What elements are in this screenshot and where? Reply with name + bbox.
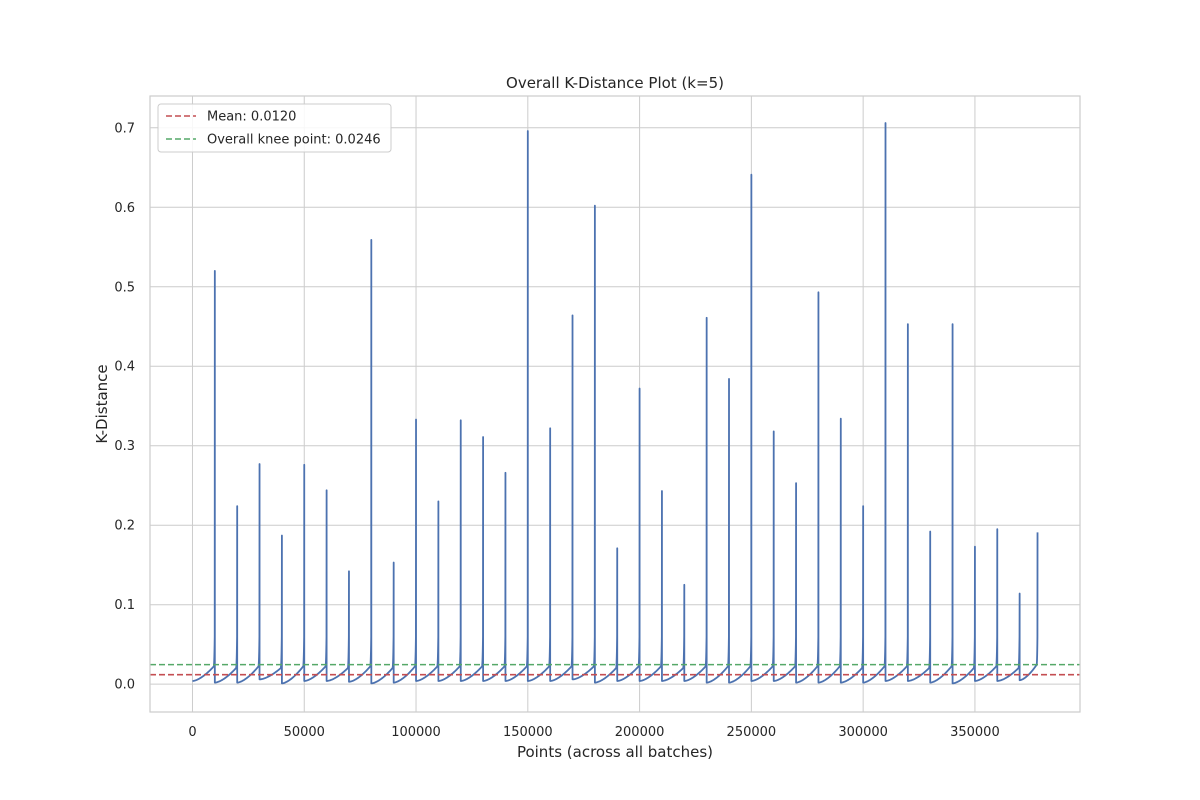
x-tick-label: 350000 [950,725,1000,740]
y-axis-ticks: 0.0 0.1 0.2 0.3 0.4 0.5 0.6 0.7 [114,121,135,692]
plot-area [150,96,1080,712]
x-tick-label: 300000 [838,725,888,740]
y-tick-label: 0.4 [114,360,135,375]
y-tick-label: 0.5 [114,280,135,295]
plot-frame [149,95,1081,713]
y-tick-label: 0.3 [114,439,135,454]
x-tick-label: 150000 [503,725,553,740]
y-tick-label: 0.6 [114,201,135,216]
legend-label-mean: Mean: 0.0120 [207,110,296,125]
x-tick-label: 0 [188,725,196,740]
x-axis-label: Points (across all batches) [517,743,713,761]
grid-lines [150,96,1080,712]
legend-label-knee: Overall knee point: 0.0246 [207,133,381,148]
reference-lines [150,663,1080,676]
x-tick-label: 200000 [615,725,665,740]
y-axis-label: K-Distance [93,364,111,443]
legend-box [157,103,392,153]
y-tick-label: 0.2 [114,519,135,534]
y-tick-label: 0.1 [114,598,135,613]
y-tick-label: 0.7 [114,121,135,136]
chart-title: Overall K-Distance Plot (k=5) [506,74,724,92]
k-distance-line [192,122,1039,685]
y-tick-label: 0.0 [114,678,135,693]
k-distance-series [192,122,1039,685]
x-tick-label: 50000 [284,725,325,740]
x-axis-ticks: 0 50000 100000 150000 200000 250000 300000 3500… [188,725,999,740]
x-tick-label: 250000 [727,725,777,740]
x-tick-label: 100000 [391,725,441,740]
legend: Mean: 0.0120 Overall knee point: 0.0246 [157,103,392,153]
